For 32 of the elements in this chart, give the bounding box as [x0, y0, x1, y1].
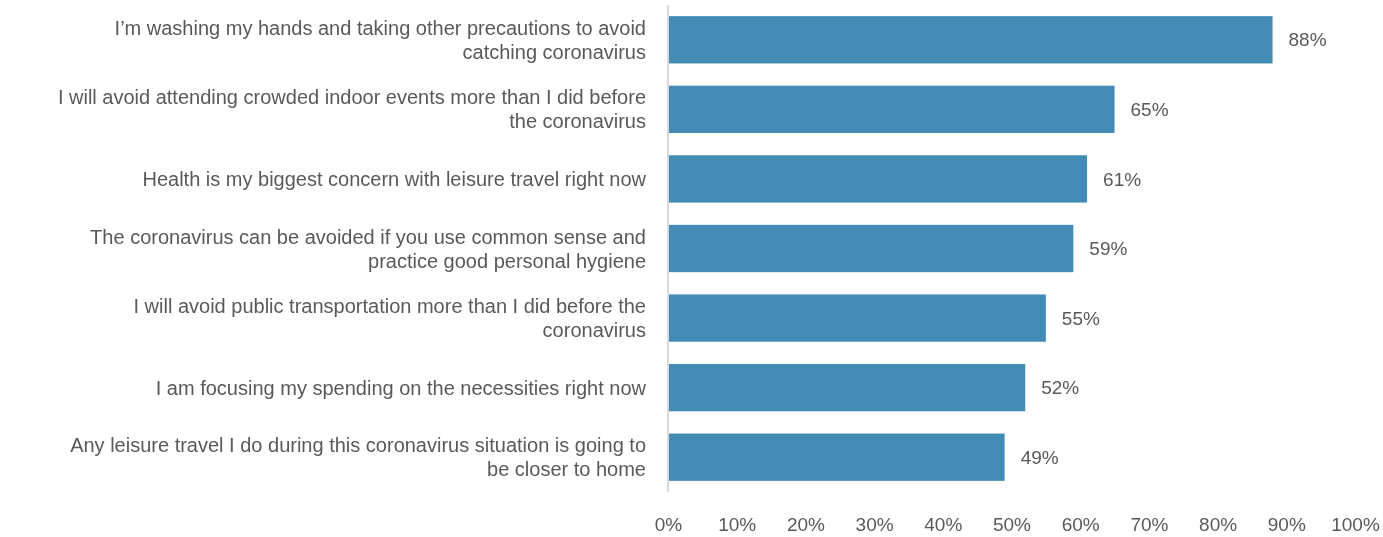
y-tick-label: I am focusing my spending on the necessities right now [155, 376, 647, 399]
y-tick-label: I will avoid public transportation more than I did before the coronavirus [133, 295, 646, 342]
x-tick-label: 30% [855, 513, 894, 535]
bar [668, 16, 1273, 64]
bar [668, 363, 1026, 412]
x-tick-label: 90% [1267, 513, 1306, 535]
y-tick-label: Health is my biggest concern with leisure travel right now [142, 167, 647, 190]
x-tick-label: 10% [718, 513, 757, 535]
x-tick-label: 50% [992, 513, 1032, 535]
data-label: 49% [1020, 446, 1059, 468]
x-tick-label: 20% [786, 513, 826, 535]
data-label: 59% [1089, 238, 1128, 260]
data-label: 88% [1288, 29, 1327, 51]
data-label: 61% [1103, 168, 1142, 190]
x-tick-label: 70% [1130, 513, 1169, 535]
bar [668, 155, 1088, 203]
x-tick-label: 60% [1061, 513, 1100, 535]
bar [668, 224, 1074, 273]
bar [668, 433, 1005, 481]
bar [668, 85, 1115, 134]
y-tick-label: I’m washing my hands and taking other precautions to avoid catching coronavirus [114, 16, 646, 63]
bar [668, 294, 1046, 342]
data-label: 55% [1061, 307, 1100, 329]
y-tick-label: The coronavirus can be avoided if you use common sense and practice good personal hygiene [90, 225, 646, 272]
y-tick-label: Any leisure travel I do during this coronavirus situation is going to be closer to home [70, 434, 646, 481]
y-tick-label: I will avoid attending crowded indoor events more than I did before the coronavirus [57, 86, 646, 133]
data-label: 65% [1130, 99, 1169, 121]
x-tick-label: 0% [654, 513, 683, 535]
data-label: 52% [1041, 377, 1080, 399]
x-tick-label: 40% [924, 513, 963, 535]
x-tick-label: 80% [1199, 513, 1238, 535]
x-tick-label: 100% [1331, 513, 1380, 535]
